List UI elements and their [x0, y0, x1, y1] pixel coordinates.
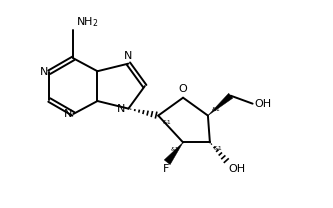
- Polygon shape: [208, 93, 233, 116]
- Text: N: N: [64, 109, 72, 119]
- Text: N: N: [124, 51, 133, 61]
- Text: &1: &1: [212, 107, 221, 112]
- Text: N: N: [117, 104, 126, 114]
- Text: &1: &1: [162, 120, 171, 125]
- Text: O: O: [179, 84, 187, 94]
- Text: &1: &1: [170, 147, 179, 152]
- Polygon shape: [164, 142, 183, 165]
- Text: OH: OH: [229, 164, 246, 174]
- Text: NH$_2$: NH$_2$: [76, 15, 99, 28]
- Text: N: N: [40, 67, 48, 77]
- Text: &1: &1: [214, 146, 222, 151]
- Text: F: F: [163, 164, 169, 174]
- Text: OH: OH: [255, 99, 272, 109]
